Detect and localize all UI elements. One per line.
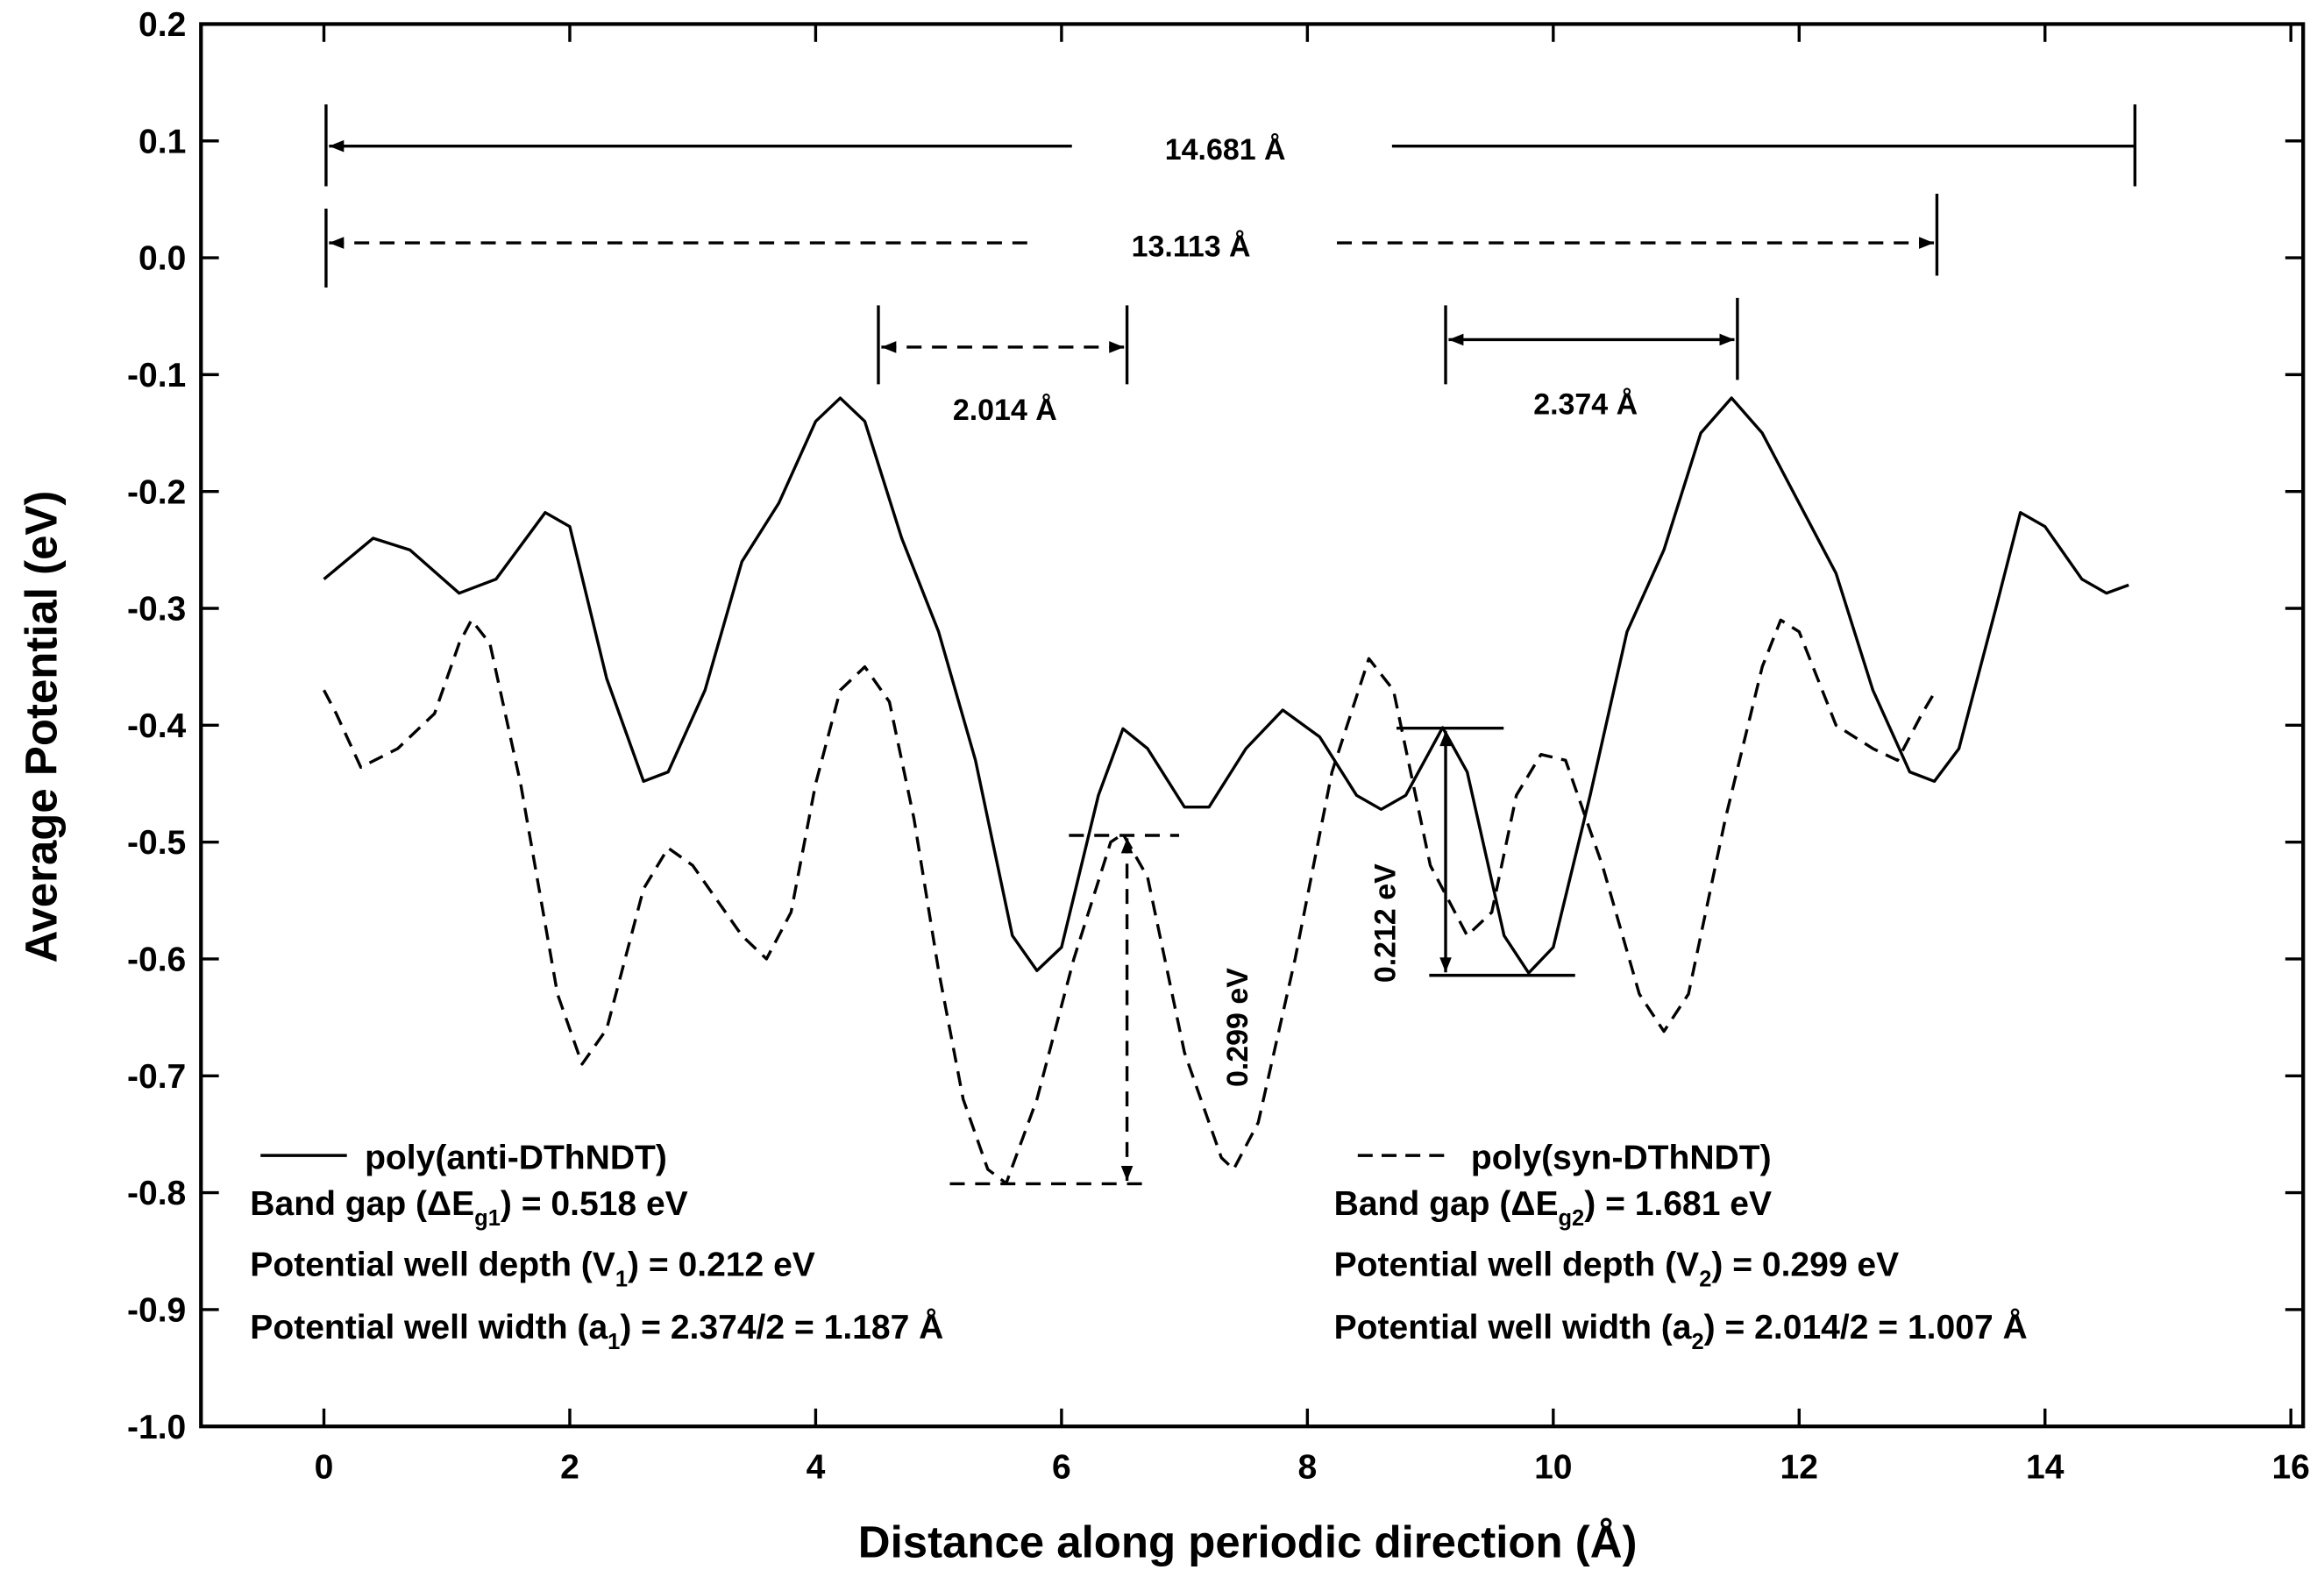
x-tick-label: 8 <box>1297 1449 1317 1487</box>
x-tick-label: 2 <box>560 1449 579 1487</box>
y-tick-label: 0.0 <box>139 240 186 278</box>
info-text: Potential well depth (V <box>250 1247 615 1284</box>
dimension-lines <box>324 104 2137 1186</box>
y-tick-label: -0.8 <box>127 1175 186 1212</box>
annotation: 2.374 Å <box>1533 387 1638 421</box>
info-text: ) = 0.518 eV <box>501 1185 688 1223</box>
y-axis-title: Average Potential (eV) <box>17 491 67 963</box>
info-text: 1 <box>615 1268 628 1292</box>
annotation: 13.113 Å <box>1132 230 1251 263</box>
info-text: 2 <box>1699 1268 1711 1292</box>
info-line: Potential well width (a2) = 2.014/2 = 1.… <box>1334 1308 2028 1354</box>
annotation: 0.299 eV <box>1221 968 1254 1087</box>
info-text: ) = 2.374/2 = 1.187 Å <box>620 1308 943 1346</box>
x-tick-label: 4 <box>807 1449 826 1487</box>
annotation: 0.212 eV <box>1368 863 1402 983</box>
x-tick-label: 12 <box>1780 1449 1818 1487</box>
y-tick-label: -0.5 <box>127 824 186 862</box>
info-text: 1 <box>608 1330 620 1354</box>
y-tick-label: -1.0 <box>127 1409 186 1446</box>
info-text: g2 <box>1559 1206 1585 1231</box>
info-text: g1 <box>474 1206 501 1231</box>
y-tick-label: 0.1 <box>139 123 186 160</box>
data-line <box>323 396 2129 975</box>
info-text: ) = 0.299 eV <box>1711 1247 1899 1284</box>
x-tick-label: 0 <box>315 1449 334 1487</box>
info-text: Potential well width (a <box>1334 1309 1692 1346</box>
info-text: Potential well width (a <box>250 1309 608 1346</box>
x-tick-label: 14 <box>2026 1449 2065 1487</box>
info-text: Band gap (ΔE <box>1334 1185 1559 1223</box>
info-line: Potential well depth (V2) = 0.299 eV <box>1334 1247 1900 1292</box>
x-tick-label: 10 <box>1534 1449 1572 1487</box>
legend-label: poly(anti-DThNDT) <box>365 1139 667 1176</box>
y-tick-label: 0.2 <box>139 6 186 44</box>
info-line: Potential well depth (V1) = 0.212 eV <box>250 1247 815 1292</box>
info-line: Band gap (ΔEg2) = 1.681 eV <box>1334 1185 1772 1231</box>
info-text: ) = 1.681 eV <box>1584 1185 1772 1223</box>
y-tick-label: -0.2 <box>127 473 186 511</box>
x-tick-label: 16 <box>2271 1449 2309 1487</box>
legend-label: poly(syn-DThNDT) <box>1471 1139 1772 1176</box>
info-text: Band gap (ΔE <box>250 1185 474 1223</box>
y-tick-label: -0.9 <box>127 1291 186 1329</box>
annotation: 14.681 Å <box>1165 133 1286 167</box>
info-text: ) = 2.014/2 = 1.007 Å <box>1704 1308 2028 1346</box>
info-text: 2 <box>1692 1330 1704 1354</box>
info-line: Potential well width (a1) = 2.374/2 = 1.… <box>250 1308 943 1354</box>
y-tick-label: -0.3 <box>127 591 186 629</box>
y-tick-label: -0.6 <box>127 941 186 979</box>
annotation: 2.014 Å <box>953 394 1057 427</box>
y-tick-label: -0.1 <box>127 357 186 394</box>
data-line <box>322 618 1937 1185</box>
info-text: ) = 0.212 eV <box>628 1247 815 1284</box>
x-tick-label: 6 <box>1052 1449 1071 1487</box>
info-text: Potential well depth (V <box>1334 1247 1700 1284</box>
y-tick-label: -0.4 <box>127 707 187 745</box>
x-axis-title: Distance along periodic direction (Å) <box>858 1517 1638 1567</box>
y-tick-label: -0.7 <box>127 1058 186 1096</box>
info-line: Band gap (ΔEg1) = 0.518 eV <box>250 1185 687 1231</box>
